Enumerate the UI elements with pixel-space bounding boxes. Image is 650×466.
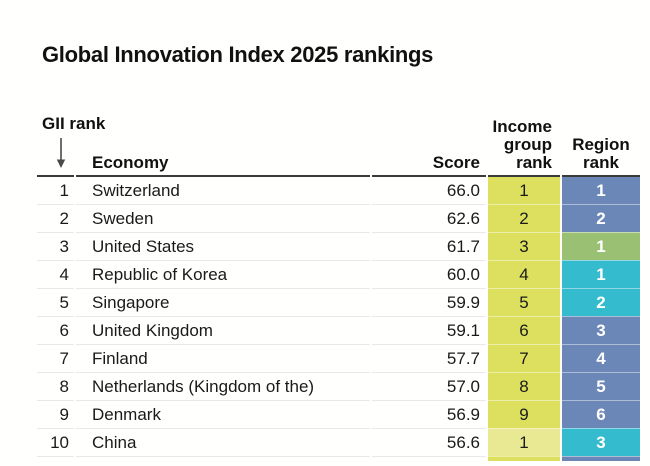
region-rank-cell: 4 — [562, 344, 640, 372]
economy-cell: Netherlands (Kingdom of the) — [76, 372, 370, 400]
income-group-rank-cell: 1 — [488, 177, 560, 204]
economy-cell: Finland — [76, 344, 370, 372]
income-group-rank-cell: 9 — [488, 400, 560, 428]
gii-rank-cell: 10 — [37, 428, 74, 456]
table-row: 2 Sweden 62.6 2 2 — [37, 204, 640, 232]
score-cell: 59.9 — [372, 288, 486, 316]
score-cell: 60.0 — [372, 260, 486, 288]
gii-rank-cell: 8 — [37, 372, 74, 400]
page-title: Global Innovation Index 2025 rankings — [42, 42, 434, 67]
income-group-rank-cell: 7 — [488, 344, 560, 372]
gii-rank-cell: 3 — [37, 232, 74, 260]
region-rank-cell: 3 — [562, 428, 640, 456]
economy-cell: United States — [76, 232, 370, 260]
income-group-rank-cell: 4 — [488, 260, 560, 288]
table-row: 6 United Kingdom 59.1 6 3 — [37, 316, 640, 344]
region-rank-cell: 6 — [562, 400, 640, 428]
region-rank-cell: 1 — [562, 177, 640, 204]
gii-rank-cell: 6 — [37, 316, 74, 344]
gii-rank-cell: 1 — [59, 181, 69, 200]
income-group-rank-cell: 3 — [488, 232, 560, 260]
gii-rank-cell: 2 — [37, 204, 74, 232]
score-cell: 61.7 — [372, 232, 486, 260]
region-rank-cell: 3 — [562, 316, 640, 344]
table-body: 1 Switzerland 66.0 1 1 2 Sweden 62.6 2 2 3 United S… — [37, 177, 640, 461]
rankings-table: Economy Score Income group rank Region r… — [35, 106, 642, 461]
gii-rank-cell — [37, 456, 74, 461]
region-rank-cell: 2 — [562, 288, 640, 316]
economy-cell: China — [76, 428, 370, 456]
gii-rank-cell: 5 — [37, 288, 74, 316]
table-row: 5 Singapore 59.9 5 2 — [37, 288, 640, 316]
income-group-rank-cell: 5 — [488, 288, 560, 316]
economy-cell: Sweden — [76, 204, 370, 232]
table-header: Economy Score Income group rank Region r… — [37, 106, 640, 177]
income-header-line3: rank — [516, 153, 552, 172]
income-header-line1: Income — [492, 117, 552, 136]
score-cell: 66.0 — [446, 181, 480, 200]
gii-rank-header-label: GII rank — [42, 114, 106, 133]
table-row: 4 Republic of Korea 60.0 4 1 — [37, 260, 640, 288]
region-rank-column-header: Region rank — [562, 106, 640, 177]
income-group-rank-cell: 2 — [488, 204, 560, 232]
gii-rank-cell: 9 — [37, 400, 74, 428]
score-cell: 57.7 — [372, 344, 486, 372]
table-row: 9 Denmark 56.9 9 6 — [37, 400, 640, 428]
economy-cell: Denmark — [76, 400, 370, 428]
income-group-rank-cell — [488, 456, 560, 461]
economy-cell: Switzerland — [92, 181, 180, 200]
economy-cell — [76, 456, 370, 461]
region-rank-cell: 5 — [562, 372, 640, 400]
region-header-line2: rank — [583, 153, 619, 172]
table-row: 7 Finland 57.7 7 4 — [37, 344, 640, 372]
economy-column-header: Economy — [76, 106, 370, 177]
region-header-line1: Region — [572, 135, 630, 154]
table-row: 1 Switzerland 66.0 1 1 — [37, 177, 640, 204]
income-group-rank-cell: 8 — [488, 372, 560, 400]
region-rank-cell — [562, 456, 640, 461]
economy-cell: Singapore — [76, 288, 370, 316]
table-row: 3 United States 61.7 3 1 — [37, 232, 640, 260]
score-cell: 59.1 — [372, 316, 486, 344]
table-row: 10 China 56.6 1 3 — [37, 428, 640, 456]
score-cell: 62.6 — [372, 204, 486, 232]
income-group-rank-cell: 6 — [488, 316, 560, 344]
income-header-line2: group — [503, 135, 552, 154]
partial-next-row — [37, 456, 640, 461]
score-cell: 56.6 — [372, 428, 486, 456]
gii-rank-cell: 7 — [37, 344, 74, 372]
income-group-rank-column-header: Income group rank — [488, 106, 560, 177]
score-column-header: Score — [372, 106, 486, 177]
gii-rank-column-header — [37, 106, 74, 177]
gii-rank-cell: 4 — [37, 260, 74, 288]
score-cell — [372, 456, 486, 461]
region-rank-cell: 1 — [562, 260, 640, 288]
region-rank-cell: 1 — [562, 232, 640, 260]
score-cell: 57.0 — [372, 372, 486, 400]
economy-cell: Republic of Korea — [76, 260, 370, 288]
table-row: 8 Netherlands (Kingdom of the) 57.0 8 5 — [37, 372, 640, 400]
region-rank-cell: 2 — [562, 204, 640, 232]
down-arrow-icon — [56, 138, 66, 168]
score-cell: 56.9 — [372, 400, 486, 428]
economy-cell: United Kingdom — [76, 316, 370, 344]
income-group-rank-cell: 1 — [488, 428, 560, 456]
